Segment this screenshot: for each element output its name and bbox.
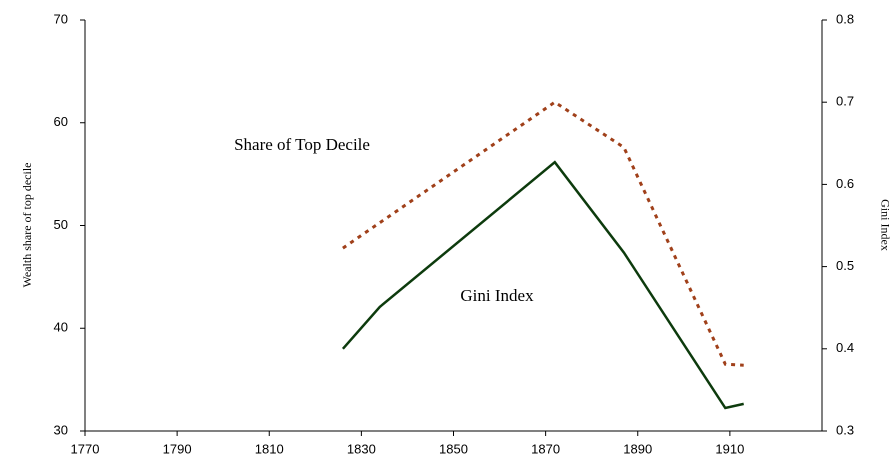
series-line — [341, 160, 744, 410]
y2-tick-label: 0.8 — [836, 11, 854, 26]
y2-tick-label: 0.3 — [836, 422, 854, 437]
y-tick-label: 60 — [54, 114, 68, 129]
y2-axis-label: Gini Index — [878, 199, 892, 251]
y2-tick-label: 0.7 — [836, 94, 854, 109]
series-line — [342, 100, 744, 367]
y2-tick-label: 0.5 — [836, 258, 854, 273]
y-tick-label: 50 — [54, 217, 68, 232]
y-tick-label: 70 — [54, 11, 68, 26]
annotation: Gini Index — [460, 286, 534, 305]
x-tick-label: 1910 — [715, 441, 744, 456]
y2-tick-label: 0.6 — [836, 176, 854, 191]
x-tick-label: 1810 — [255, 441, 284, 456]
x-tick-label: 1870 — [531, 441, 560, 456]
x-tick-label: 1770 — [71, 441, 100, 456]
x-tick-label: 1830 — [347, 441, 376, 456]
y-tick-label: 30 — [54, 422, 68, 437]
x-tick-label: 1790 — [163, 441, 192, 456]
y-axis-label: Wealth share of top decile — [20, 163, 34, 288]
x-tick-label: 1890 — [623, 441, 652, 456]
y-tick-label: 40 — [54, 320, 68, 335]
y2-tick-label: 0.4 — [836, 340, 854, 355]
x-tick-label: 1850 — [439, 441, 468, 456]
annotation: Share of Top Decile — [234, 135, 370, 154]
